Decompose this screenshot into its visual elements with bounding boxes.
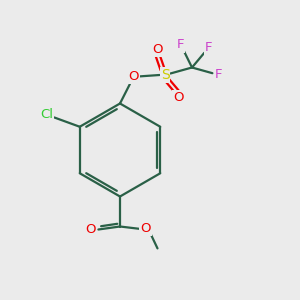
Text: O: O bbox=[140, 222, 151, 236]
Text: S: S bbox=[160, 68, 169, 82]
Text: O: O bbox=[85, 223, 95, 236]
Text: F: F bbox=[215, 68, 222, 82]
Text: O: O bbox=[173, 91, 184, 104]
Text: O: O bbox=[152, 43, 163, 56]
Text: F: F bbox=[205, 41, 212, 55]
Text: O: O bbox=[128, 70, 139, 83]
Text: F: F bbox=[177, 38, 184, 52]
Text: Cl: Cl bbox=[40, 108, 53, 121]
